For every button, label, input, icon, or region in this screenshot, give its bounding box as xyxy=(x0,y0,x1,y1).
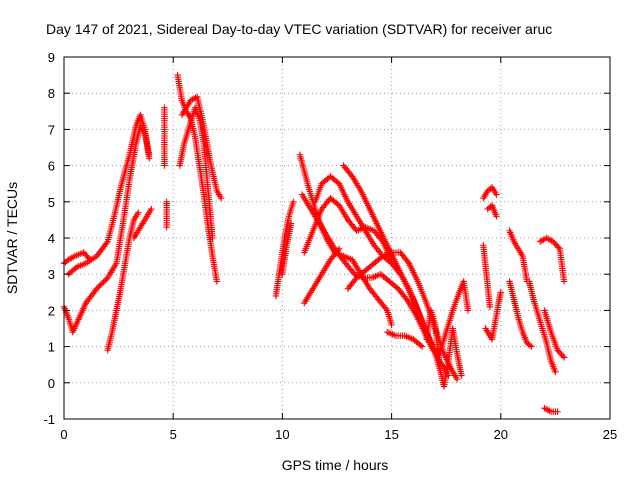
y-tick-labels: -1 0 1 2 3 4 5 6 7 8 9 xyxy=(43,50,55,427)
data-point xyxy=(209,234,216,242)
data-point xyxy=(486,303,494,310)
data-point xyxy=(347,171,355,179)
series-arc-z xyxy=(482,289,504,343)
data-point xyxy=(218,194,225,202)
series-arc-h xyxy=(174,71,221,285)
series-arc-f xyxy=(161,104,168,169)
series-arc-j xyxy=(178,93,225,202)
grid xyxy=(64,57,610,419)
series-arc-aa xyxy=(506,227,531,285)
x-tick-label: 20 xyxy=(494,427,508,442)
data-point xyxy=(464,307,472,314)
data-point xyxy=(493,191,500,198)
data-point xyxy=(290,198,297,205)
data-point xyxy=(72,264,79,272)
series-arc-ab xyxy=(506,278,535,350)
chart-title: Day 147 of 2021, Sidereal Day-to-day VTE… xyxy=(46,21,552,37)
y-tick-label: 8 xyxy=(48,86,55,101)
data-point xyxy=(163,223,170,231)
series-arc-ae xyxy=(541,307,568,361)
y-tick-label: 2 xyxy=(48,303,55,318)
y-tick-label: 7 xyxy=(48,122,55,137)
data-point xyxy=(554,408,561,415)
x-tick-label: 5 xyxy=(170,427,177,442)
data-point xyxy=(335,245,343,253)
series-arc-q xyxy=(301,245,343,307)
series-arc-ac xyxy=(525,278,559,376)
data-point xyxy=(404,258,412,265)
data-point xyxy=(334,247,342,254)
y-tick-label: 6 xyxy=(48,159,55,174)
y-tick-label: 0 xyxy=(48,376,55,391)
x-axis-label: GPS time / hours xyxy=(282,457,389,473)
y-tick-label: 9 xyxy=(48,50,55,65)
data-point xyxy=(99,280,106,287)
data-point xyxy=(493,213,500,220)
data-point xyxy=(402,294,409,302)
data-point xyxy=(148,205,155,213)
data-point xyxy=(497,289,504,296)
series-arc-t xyxy=(384,328,426,350)
axis-ticks xyxy=(63,56,611,420)
data-point xyxy=(97,281,105,288)
data-point xyxy=(100,278,107,286)
data-point xyxy=(135,209,142,216)
data-point xyxy=(526,342,534,349)
data-point xyxy=(386,258,394,266)
data-point xyxy=(161,162,168,169)
data-point xyxy=(560,278,568,285)
x-tick-label: 0 xyxy=(60,427,67,442)
data-point xyxy=(145,155,153,162)
data-marks xyxy=(60,71,568,415)
series-arc-ad xyxy=(536,234,568,285)
data-point xyxy=(94,284,102,291)
data-point xyxy=(96,282,103,290)
series-arc-k xyxy=(272,198,297,300)
data-point xyxy=(378,254,385,261)
data-point xyxy=(458,372,465,379)
series-arc-af xyxy=(541,404,561,415)
data-point xyxy=(101,277,109,284)
series-arc-e xyxy=(130,205,155,242)
series-arc-l xyxy=(279,220,295,278)
data-point xyxy=(560,354,568,361)
data-point xyxy=(417,342,424,349)
data-point xyxy=(555,244,562,251)
data-point xyxy=(287,220,295,227)
y-tick-label: 5 xyxy=(48,195,55,210)
data-point xyxy=(388,321,395,329)
x-tick-label: 10 xyxy=(275,427,289,442)
y-tick-label: 3 xyxy=(48,267,55,282)
series-arc-i xyxy=(176,104,216,242)
series-arc-g xyxy=(163,198,170,231)
series-arc-a xyxy=(60,249,94,267)
x-tick-label: 25 xyxy=(603,427,617,442)
y-tick-label: 4 xyxy=(48,231,55,246)
data-point xyxy=(93,285,100,292)
series-arc-d xyxy=(104,209,142,354)
data-point xyxy=(382,305,390,313)
data-point xyxy=(213,278,221,285)
data-point xyxy=(528,343,535,350)
x-tick-label: 15 xyxy=(384,427,398,442)
series-arc-o xyxy=(301,194,395,263)
y-tick-label: -1 xyxy=(43,412,55,427)
data-point xyxy=(352,276,359,283)
data-point xyxy=(453,375,461,383)
series-arc-w xyxy=(480,184,500,202)
series-arc-p xyxy=(311,173,443,372)
series-arc-c xyxy=(65,111,153,278)
y-tick-label: 1 xyxy=(48,340,55,355)
y-axis-label: SDTVAR / TECUs xyxy=(4,182,20,294)
data-point xyxy=(559,352,567,360)
series-arc-x xyxy=(484,202,500,220)
data-point xyxy=(418,343,426,350)
data-point xyxy=(393,284,400,291)
series-arc-y xyxy=(480,242,494,310)
series-arc-v xyxy=(436,278,472,358)
x-tick-labels: 0 5 10 15 20 25 xyxy=(60,427,617,442)
data-point xyxy=(552,368,559,376)
